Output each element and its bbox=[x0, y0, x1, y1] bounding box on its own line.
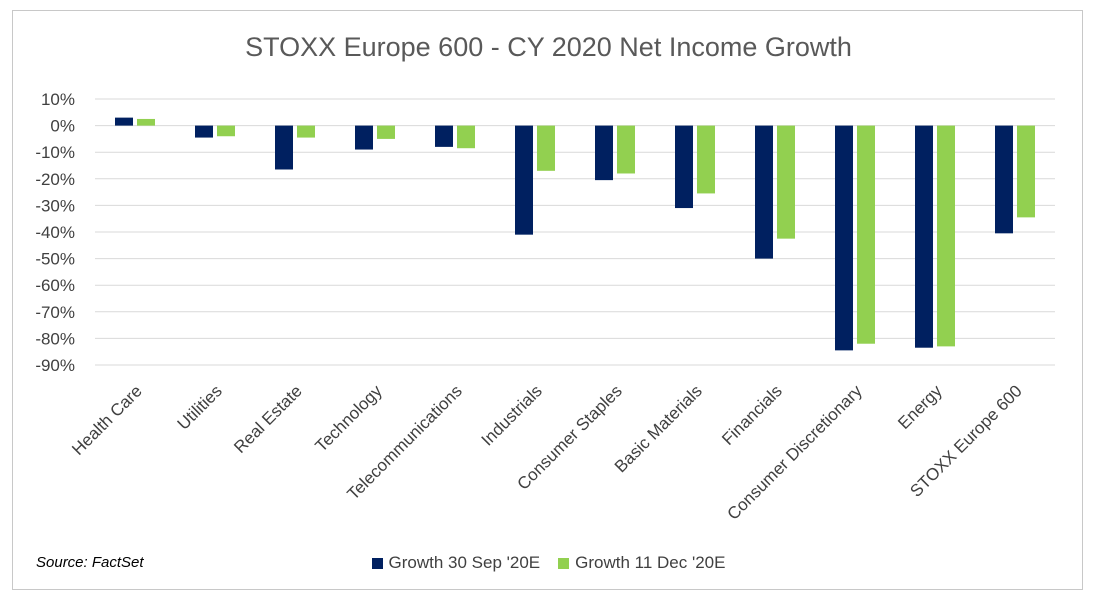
legend: Growth 30 Sep '20E Growth 11 Dec '20E bbox=[0, 553, 1097, 573]
source-note: Source: FactSet bbox=[36, 554, 144, 571]
y-tick-label: -90% bbox=[35, 356, 75, 375]
bar-series-2 bbox=[617, 125, 635, 174]
x-category-label: Consumer Discretionary bbox=[723, 381, 866, 524]
x-category-label: Financials bbox=[718, 381, 786, 449]
bar-series-1 bbox=[915, 125, 933, 348]
y-tick-label: -40% bbox=[35, 223, 75, 242]
bar-series-1 bbox=[515, 125, 533, 235]
bar-series-2 bbox=[937, 125, 955, 347]
chart-frame bbox=[12, 10, 1083, 590]
bar-series-2 bbox=[297, 125, 315, 138]
y-tick-label: 10% bbox=[41, 90, 75, 109]
bar-series-2 bbox=[777, 125, 795, 239]
x-category-label: Industrials bbox=[478, 381, 546, 449]
legend-swatch-series-1 bbox=[371, 557, 383, 569]
bar-series-1 bbox=[835, 125, 853, 351]
x-category-label: Energy bbox=[894, 381, 946, 433]
bar-series-2 bbox=[377, 125, 395, 139]
bar-series-2 bbox=[217, 125, 235, 137]
bar-series-1 bbox=[675, 125, 693, 209]
chart-title: STOXX Europe 600 - CY 2020 Net Income Gr… bbox=[245, 32, 852, 62]
legend-item-series-1: Growth 30 Sep '20E bbox=[371, 553, 541, 573]
y-tick-label: -80% bbox=[35, 329, 75, 348]
bar-series-1 bbox=[995, 125, 1013, 234]
bar-series-1 bbox=[595, 125, 613, 181]
bar-series-2 bbox=[457, 125, 475, 149]
y-tick-label: -70% bbox=[35, 303, 75, 322]
bar-series-1 bbox=[755, 125, 773, 259]
y-tick-label: -30% bbox=[35, 196, 75, 215]
x-category-label: Health Care bbox=[68, 381, 146, 459]
bar-series-1 bbox=[435, 125, 453, 147]
y-tick-label: -50% bbox=[35, 250, 75, 269]
x-category-label: Utilities bbox=[174, 381, 226, 433]
bar-series-2 bbox=[697, 125, 715, 194]
legend-item-series-2: Growth 11 Dec '20E bbox=[558, 553, 725, 573]
legend-swatch-series-2 bbox=[558, 557, 570, 569]
y-tick-label: -20% bbox=[35, 170, 75, 189]
bar-series-1 bbox=[195, 125, 213, 138]
bar-series-2 bbox=[137, 118, 155, 126]
x-category-label: Technology bbox=[312, 381, 387, 456]
bar-series-1 bbox=[115, 117, 133, 126]
y-tick-label: -10% bbox=[35, 143, 75, 162]
bar-series-2 bbox=[537, 125, 555, 171]
legend-label-series-2: Growth 11 Dec '20E bbox=[575, 553, 726, 572]
x-category-label: Basic Materials bbox=[611, 381, 706, 476]
bar-series-2 bbox=[1017, 125, 1035, 218]
y-tick-label: 0% bbox=[50, 117, 75, 136]
y-tick-label: -60% bbox=[35, 276, 75, 295]
bar-series-1 bbox=[275, 125, 293, 170]
legend-label-series-1: Growth 30 Sep '20E bbox=[388, 553, 541, 572]
bar-series-1 bbox=[355, 125, 373, 150]
bar-series-2 bbox=[857, 125, 875, 344]
x-category-label: Real Estate bbox=[230, 381, 306, 457]
